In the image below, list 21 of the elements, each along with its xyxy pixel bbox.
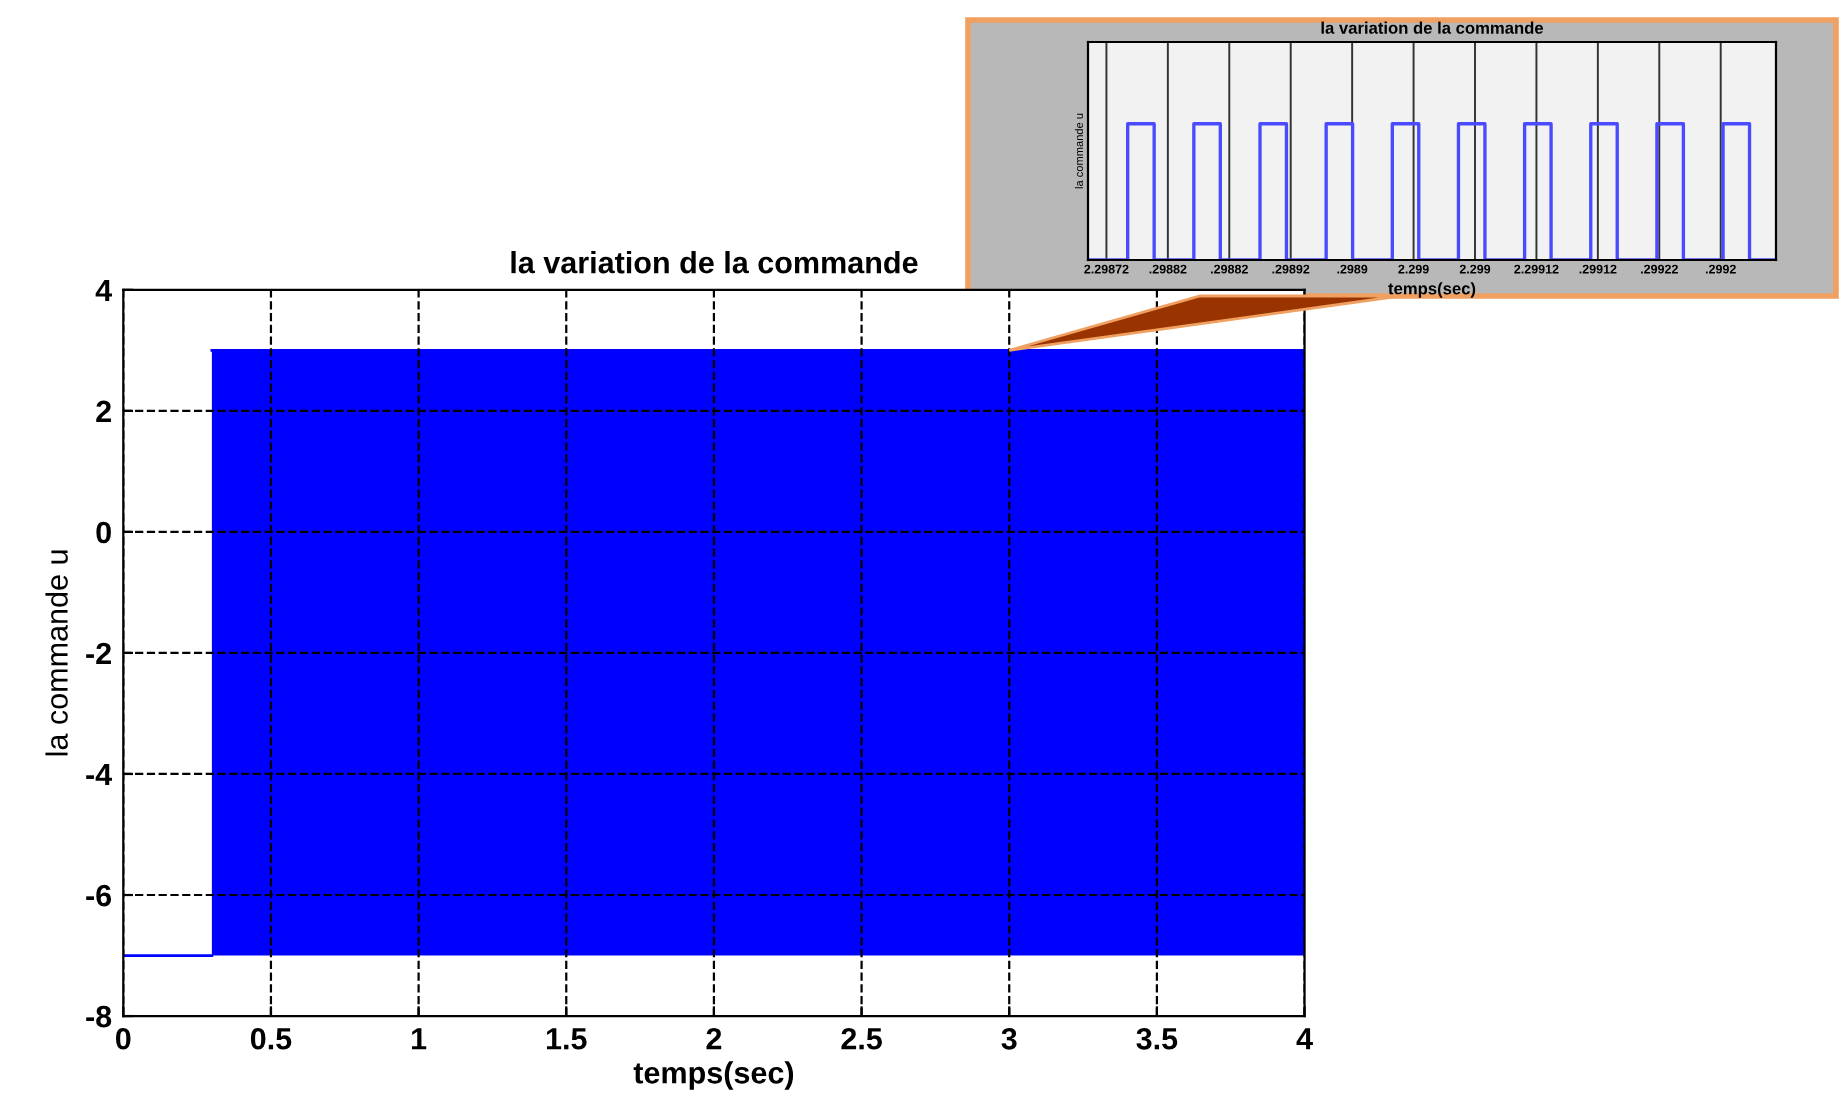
x-tick-label: 0 [115,1027,131,1050]
x-tick-label: 2.5 [841,1027,882,1050]
x-tick-label: 0.5 [250,1027,292,1050]
y-tick-label: -6 [86,884,112,907]
x-tick-label: 2 [706,1027,722,1050]
x-tick-label: 3 [1001,1027,1017,1050]
y-tick-label: 4 [95,279,113,301]
x-axis-title: temps(sec) [633,1061,794,1090]
x-tick-label: 1 [412,1028,427,1050]
y-tick-label: 2 [96,400,111,422]
y-tick-label: 0 [96,521,111,544]
x-tick-label: 4 [1296,1028,1313,1050]
y-tick-label: -2 [86,642,111,665]
y-axis-title: la commande u [45,550,68,756]
y-tick-label: -4 [86,764,113,786]
x-tick-label: 3.5 [1136,1027,1178,1050]
chart-title: la variation de la commande [511,251,918,274]
x-axis-title: temps(sec) [1388,282,1476,298]
x-tick-label: 1.5 [546,1028,587,1050]
y-tick-label: -8 [86,1005,112,1028]
chart-title: la variation de la commande [1321,21,1544,34]
